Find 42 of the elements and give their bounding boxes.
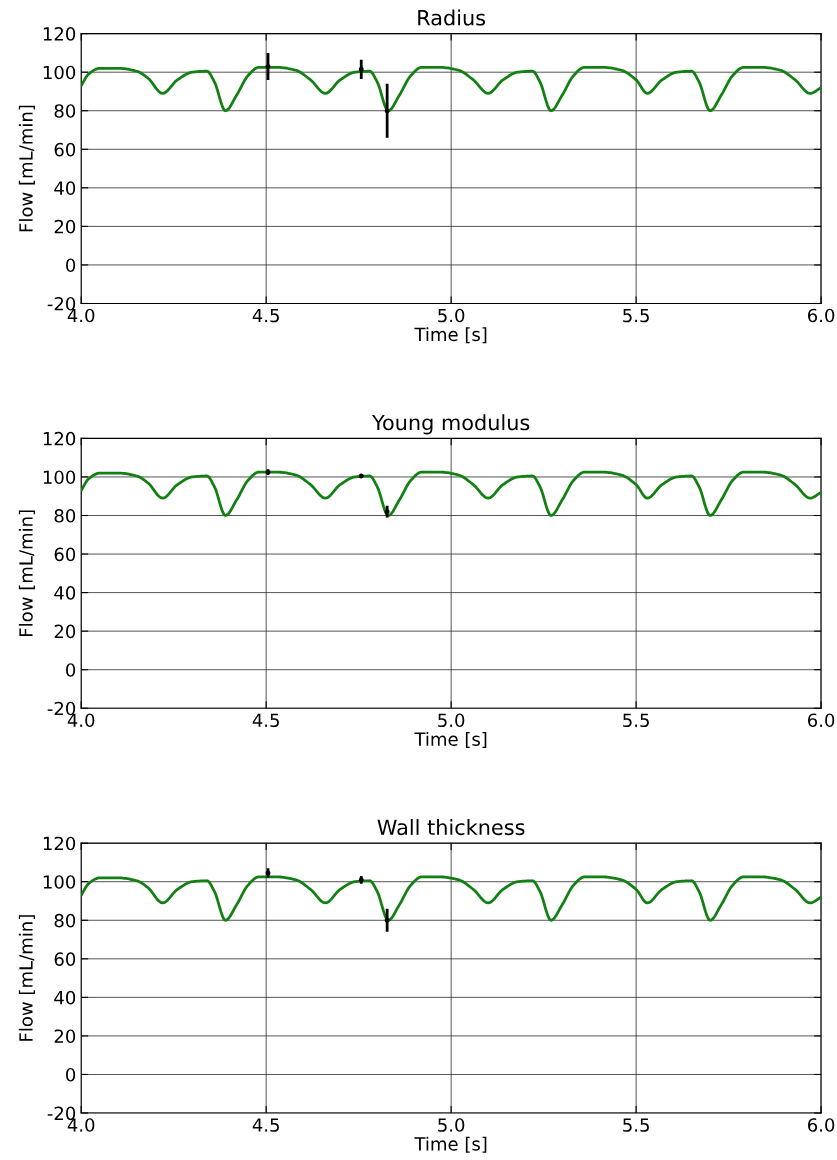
y-tick-label: 0 [66,663,76,677]
x-tick-label: 6.0 [808,1118,835,1132]
y-tick-label: 20 [54,219,76,234]
y-tick-label: 60 [54,547,76,562]
y-tick-label: 100 [43,65,76,80]
y-axis-title: Flow [mL/min] [18,915,35,1041]
x-tick-label: 5.5 [623,1118,649,1132]
y-tick-label: 100 [43,470,76,485]
x-tick-label: 4.5 [252,713,279,728]
chart-title: Radius [418,9,486,26]
y-tick-label: 20 [54,1029,76,1044]
y-tick-label: 80 [54,104,76,118]
y-tick-label: 80 [54,913,76,928]
y-tick-label: 80 [54,508,76,523]
y-tick-label: 60 [54,952,76,966]
x-axis-title: Time [s] [414,1136,487,1153]
chart-title: Wall thickness [377,819,525,836]
x-tick-label: 6.0 [808,308,835,323]
chart-title: Young modulus [371,414,530,435]
y-tick-label: 100 [43,875,76,889]
y-tick-label: 0 [66,1067,76,1082]
x-tick-label: 5.0 [438,1118,465,1132]
y-tick-label: 120 [43,431,76,446]
y-tick-label: 40 [54,181,76,195]
y-axis-title: Flow [mL/min] [18,105,35,232]
x-axis-title: Time [s] [414,327,487,344]
y-axis-title: Flow [mL/min] [18,510,35,636]
y-tick-label: 60 [54,142,76,157]
y-tick-label: 40 [54,586,76,600]
y-tick-label: 20 [54,624,76,639]
x-tick-label: 6.0 [808,713,835,728]
x-tick-label: 5.0 [438,308,465,323]
y-tick-label: 0 [66,258,76,273]
x-tick-label: 5.5 [623,308,649,323]
y-tick-label: 120 [43,27,76,41]
x-tick-label: 4.5 [252,308,279,323]
x-axis-title: Time [s] [414,731,487,749]
y-tick-label: 40 [54,990,76,1005]
y-tick-label: 120 [43,836,76,851]
x-tick-label: 4.5 [252,1118,279,1132]
x-tick-label: 5.5 [623,713,649,728]
x-tick-label: 5.0 [438,713,465,728]
